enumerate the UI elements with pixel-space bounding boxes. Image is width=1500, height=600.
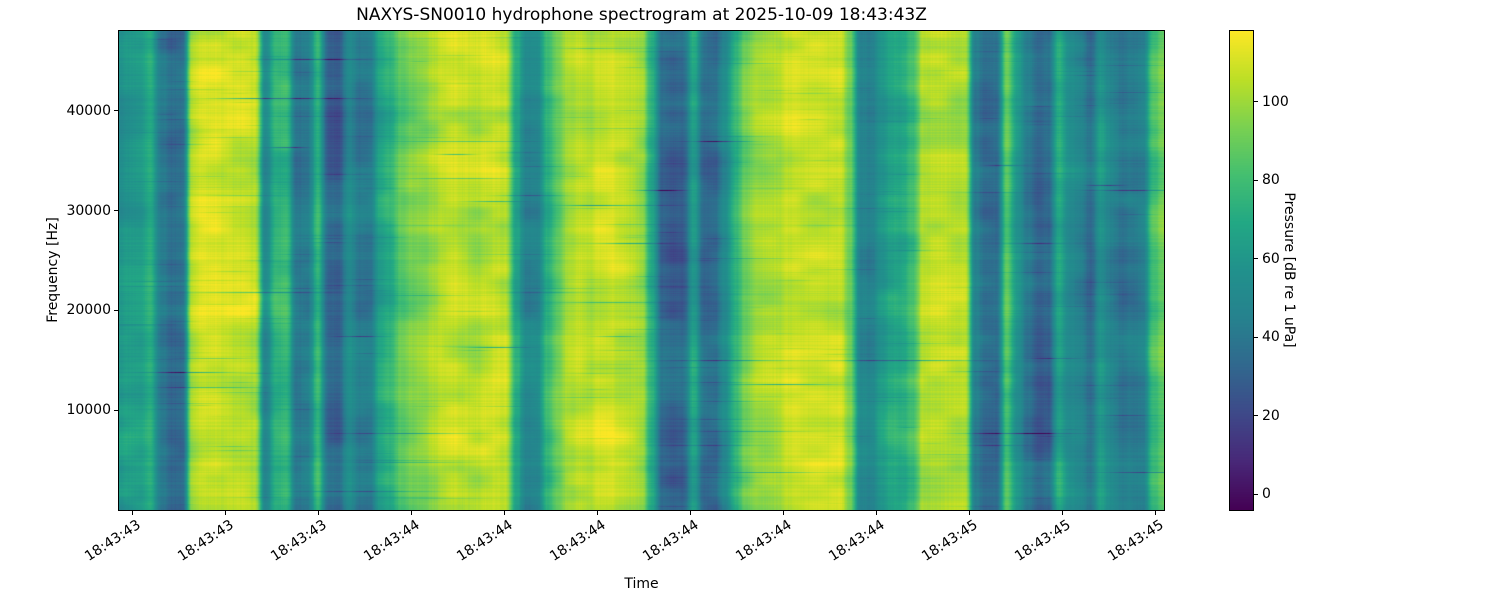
y-tick-mark [114,309,118,311]
x-tick-label: 18:43:43 [268,517,330,565]
x-tick-label: 18:43:45 [1105,517,1167,565]
x-tick-mark [224,511,226,515]
y-tick-mark [114,110,118,112]
x-tick-label: 18:43:44 [547,517,609,565]
x-tick-label: 18:43:44 [733,517,795,565]
colorbar-tick-mark [1254,179,1258,181]
colorbar-tick-label: 80 [1262,172,1280,189]
y-tick-label: 20000 [66,302,111,319]
colorbar-canvas [1230,31,1253,510]
spectrogram-canvas [119,31,1164,510]
colorbar-tick-label: 0 [1262,486,1271,503]
y-tick-label: 10000 [66,402,111,419]
x-tick-mark [689,511,691,515]
x-tick-mark [596,511,598,515]
y-tick-label: 40000 [66,102,111,119]
colorbar-tick-mark [1254,101,1258,103]
x-tick-label: 18:43:44 [826,517,888,565]
colorbar-tick-mark [1254,415,1258,417]
colorbar-tick-label: 100 [1262,93,1289,110]
x-tick-mark [1061,511,1063,515]
colorbar-tick-label: 20 [1262,407,1280,424]
x-tick-label: 18:43:44 [454,517,516,565]
colorbar-tick-mark [1254,336,1258,338]
x-tick-label: 18:43:44 [640,517,702,565]
colorbar-label: Pressure [dB re 1 uPa] [1281,192,1297,348]
x-tick-label: 18:43:43 [175,517,237,565]
x-tick-mark [317,511,319,515]
x-tick-label: 18:43:45 [919,517,981,565]
colorbar-border [1229,30,1254,511]
colorbar-tick-mark [1254,493,1258,495]
y-tick-mark [114,409,118,411]
x-axis-label: Time [624,576,659,592]
x-tick-label: 18:43:43 [82,517,144,565]
plot-border [118,30,1165,511]
colorbar-tick-label: 60 [1262,250,1280,267]
x-tick-mark [782,511,784,515]
x-tick-mark [968,511,970,515]
colorbar-tick-mark [1254,258,1258,260]
x-tick-mark [503,511,505,515]
chart-title: NAXYS-SN0010 hydrophone spectrogram at 2… [356,5,927,25]
x-tick-mark [131,511,133,515]
x-tick-label: 18:43:45 [1012,517,1074,565]
y-tick-label: 30000 [66,202,111,219]
y-tick-mark [114,210,118,212]
x-tick-mark [1154,511,1156,515]
x-tick-mark [410,511,412,515]
x-tick-label: 18:43:44 [361,517,423,565]
colorbar-tick-label: 40 [1262,329,1280,346]
x-tick-mark [875,511,877,515]
